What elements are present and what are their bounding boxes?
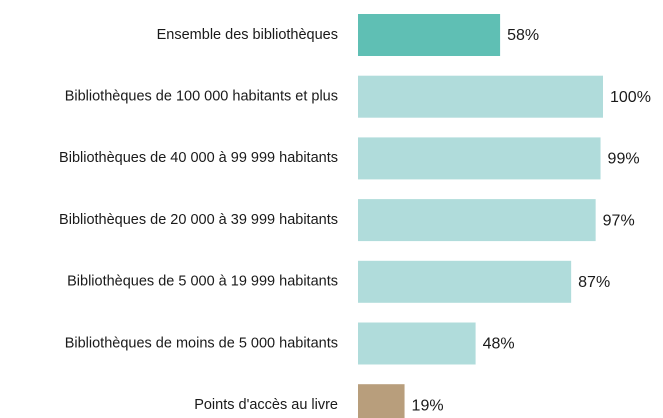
value-label: 99% [608,151,640,168]
bar [358,260,572,303]
bar [358,199,596,242]
value-label: 100% [610,89,651,106]
value-label: 97% [603,212,635,229]
bar [358,384,405,418]
category-label: Points d'accès au livre [194,397,338,413]
category-label: Ensemble des bibliothèques [157,27,338,43]
bar [358,137,601,180]
category-label: Bibliothèques de 5 000 à 19 999 habitant… [67,274,338,290]
value-label: 58% [507,27,539,44]
bar [358,322,476,365]
category-label: Bibliothèques de 40 000 à 99 999 habitan… [59,150,338,166]
bar [358,14,501,56]
value-label: 19% [412,397,444,414]
bar [358,75,603,118]
category-label: Bibliothèques de 100 000 habitants et pl… [65,89,338,105]
value-label: 48% [483,336,515,353]
value-label: 87% [578,274,610,291]
category-label: Bibliothèques de 20 000 à 39 999 habitan… [59,212,338,228]
category-label: Bibliothèques de moins de 5 000 habitant… [65,335,338,351]
